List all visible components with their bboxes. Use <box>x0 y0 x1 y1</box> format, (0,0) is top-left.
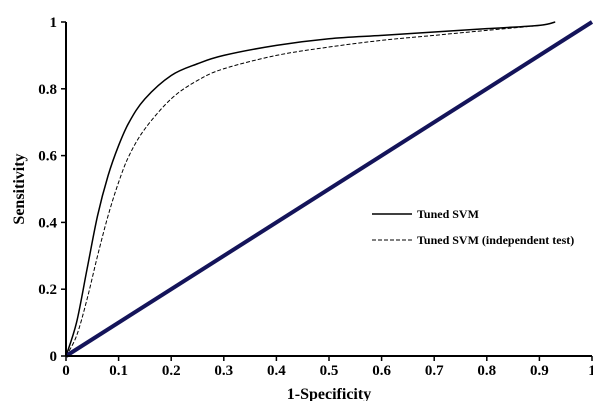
x-tick-label: 0 <box>62 363 70 379</box>
x-tick-label: 0.2 <box>162 363 181 379</box>
x-tick-label: 0.4 <box>267 363 286 379</box>
y-tick-label: 0.2 <box>38 282 57 298</box>
series-line-tuned-svm-independent <box>65 21 556 357</box>
series-line-reference-diagonal <box>64 20 593 358</box>
legend: Tuned SVM Tuned SVM (independent test) <box>372 207 574 247</box>
y-tick-label: 0.6 <box>38 149 57 165</box>
x-tick-label: 0.3 <box>214 363 233 379</box>
y-tick-label: 0.4 <box>38 215 57 231</box>
x-tick-label: 0.6 <box>372 363 391 379</box>
x-tick-label: 1 <box>588 363 593 379</box>
series-line-tuned-svm <box>65 21 556 357</box>
y-tick-label: 0 <box>50 349 58 365</box>
legend-label-tuned-svm-independent: Tuned SVM (independent test) <box>417 233 574 247</box>
x-axis-ticks: 0 0.1 0.2 0.3 0.4 0.5 0.6 0.7 0.8 0.9 1 <box>62 356 593 379</box>
x-tick-label: 0.1 <box>109 363 128 379</box>
y-axis-ticks: 0 0.2 0.4 0.6 0.8 1 <box>38 15 66 365</box>
x-tick-label: 0.7 <box>425 363 444 379</box>
x-tick-label: 0.8 <box>477 363 496 379</box>
x-tick-label: 0.5 <box>320 363 339 379</box>
y-axis-title: Sensitivity <box>11 153 28 224</box>
x-tick-label: 0.9 <box>530 363 549 379</box>
plot-area <box>64 20 593 358</box>
y-tick-label: 1 <box>50 15 58 31</box>
y-tick-label: 0.8 <box>38 82 57 98</box>
x-axis-title: 1-Specificity <box>287 386 371 401</box>
legend-label-tuned-svm: Tuned SVM <box>417 207 479 221</box>
